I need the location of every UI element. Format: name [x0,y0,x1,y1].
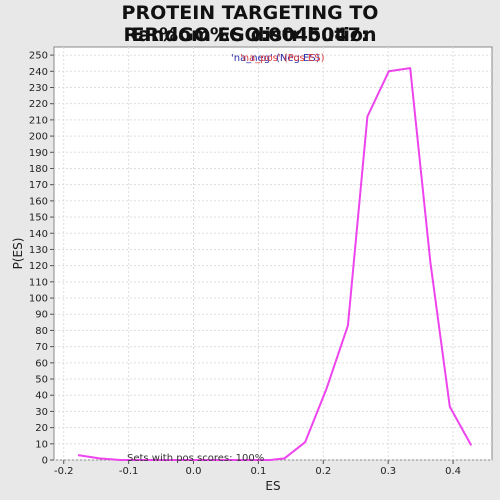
x-tick-label: 0.0 [186,466,202,477]
y-tick-label: 150 [29,213,48,224]
y-tick-label: 0 [42,456,48,467]
chart-title-line-1: PROTEIN TARGETING TO ER%GO%GO:0045047: [121,2,379,46]
y-tick-label: 10 [35,439,48,450]
y-tick-label: 60 [35,358,48,369]
x-tick-label: 0.3 [380,466,396,477]
y-tick-label: 50 [35,375,48,386]
y-tick-label: 190 [29,148,48,159]
y-tick-label: 130 [29,245,48,256]
y-axis-ticks: 0 10 20 30 40 50 60 70 80 90 100 110 120 130 140 150 160… [29,51,54,467]
y-tick-label: 210 [29,115,48,126]
y-tick-label: 100 [29,294,48,305]
x-tick-label: 0.1 [250,466,266,477]
legend-entry-pos: 'na_pos' (Pos ES) [240,53,325,64]
x-tick-label: 0.4 [445,466,461,477]
legend-entry-neg: 'na_neg' (Neg ES) [231,53,320,64]
y-tick-label: 80 [35,326,48,337]
y-tick-label: 40 [35,391,48,402]
x-tick-label: -0.2 [54,466,74,477]
y-tick-label: 140 [29,229,48,240]
y-tick-label: 230 [29,83,48,94]
series-group [77,67,473,461]
y-tick-label: 90 [35,310,48,321]
y-tick-label: 30 [35,407,48,418]
chart-title-line-2: Random ES distribution [123,24,377,46]
y-tick-label: 240 [29,67,48,78]
x-axis-ticks: -0.2 -0.1 0.0 0.1 0.2 0.3 0.4 [54,460,461,477]
y-tick-label: 110 [29,277,48,288]
pos-scores-annotation: Sets with pos scores: 100% [127,453,264,464]
y-tick-label: 200 [29,132,48,143]
y-tick-label: 70 [35,342,48,353]
x-axis-label: ES [265,479,280,493]
y-tick-label: 220 [29,99,48,110]
plot-area [53,46,493,461]
y-tick-label: 180 [29,164,48,175]
y-tick-label: 250 [29,51,48,62]
x-tick-label: 0.2 [315,466,331,477]
y-axis-label: P(ES) [11,238,25,270]
y-tick-label: 160 [29,196,48,207]
y-tick-label: 120 [29,261,48,272]
x-tick-label: -0.1 [119,466,139,477]
series-line [77,67,473,461]
y-tick-label: 20 [35,423,48,434]
y-tick-label: 170 [29,180,48,191]
